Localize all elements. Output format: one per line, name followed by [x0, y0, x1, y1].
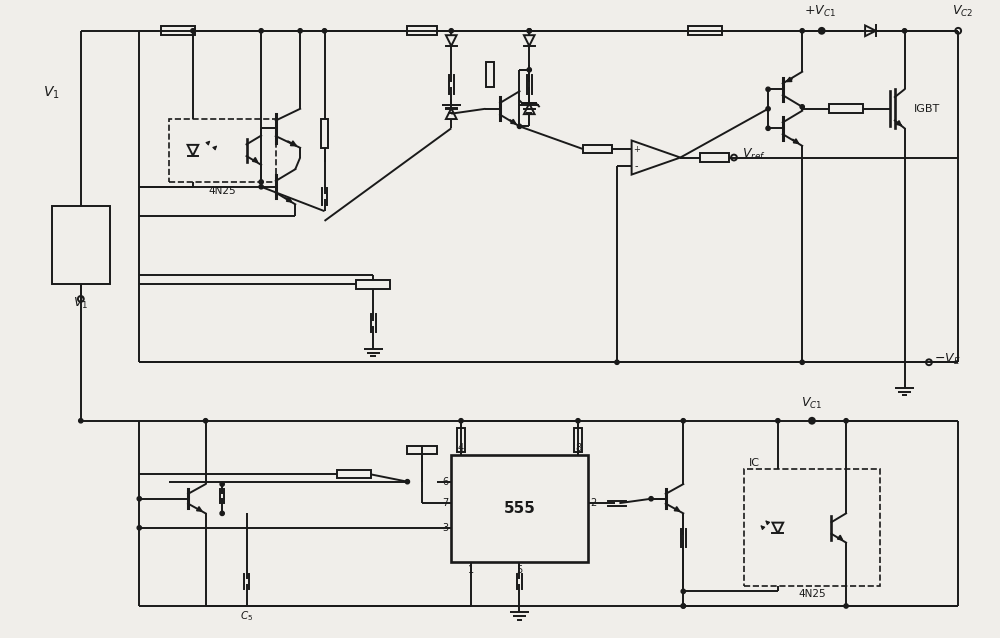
Circle shape [259, 184, 263, 189]
Bar [486, 63, 494, 87]
Text: -: - [635, 161, 638, 171]
Text: 8: 8 [575, 443, 581, 453]
Circle shape [810, 419, 814, 423]
Text: 7: 7 [442, 498, 448, 508]
Circle shape [766, 87, 770, 91]
Circle shape [137, 496, 141, 501]
Text: 6: 6 [442, 477, 448, 487]
Text: $V_{C1}$: $V_{C1}$ [801, 396, 823, 411]
Text: 3: 3 [442, 523, 448, 533]
Text: 2: 2 [591, 498, 597, 508]
Circle shape [681, 604, 685, 608]
Circle shape [527, 68, 531, 72]
Bar [700, 153, 729, 162]
Bar [457, 428, 465, 452]
Text: 1: 1 [468, 565, 474, 575]
Text: 4N25: 4N25 [798, 590, 826, 600]
Circle shape [137, 526, 141, 530]
Circle shape [902, 29, 907, 33]
Circle shape [776, 419, 780, 423]
Bar [161, 26, 195, 35]
Circle shape [681, 419, 685, 423]
Bar [356, 280, 390, 288]
Circle shape [449, 29, 453, 33]
Bar [321, 119, 328, 148]
Bar [688, 26, 722, 35]
Text: $+V_{C1}$: $+V_{C1}$ [804, 4, 836, 19]
Text: $V_1$: $V_1$ [43, 84, 60, 101]
Circle shape [459, 419, 463, 423]
Circle shape [820, 29, 824, 33]
Bar [407, 26, 437, 35]
Circle shape [220, 511, 224, 516]
Circle shape [298, 29, 302, 33]
Text: 4: 4 [458, 443, 464, 453]
Bar [337, 470, 371, 478]
Circle shape [844, 419, 848, 423]
Circle shape [259, 29, 263, 33]
Text: IC: IC [749, 457, 760, 468]
Circle shape [800, 105, 804, 109]
Circle shape [766, 107, 770, 111]
Text: 5: 5 [516, 565, 523, 575]
Text: 4N25: 4N25 [208, 186, 236, 196]
Bar [744, 470, 880, 586]
Circle shape [681, 604, 685, 608]
Bar [574, 428, 582, 452]
Circle shape [191, 29, 195, 33]
Bar [583, 145, 612, 153]
Bar [52, 206, 110, 285]
Text: $C_5$: $C_5$ [240, 609, 253, 623]
Circle shape [800, 360, 804, 364]
Circle shape [322, 29, 327, 33]
Circle shape [259, 180, 263, 184]
Text: $-V_E$: $-V_E$ [934, 352, 960, 367]
Circle shape [800, 29, 804, 33]
Circle shape [220, 482, 224, 486]
Bar [451, 455, 588, 562]
Circle shape [405, 480, 410, 484]
Circle shape [203, 419, 208, 423]
Bar [829, 105, 863, 113]
Circle shape [576, 419, 580, 423]
Text: 555: 555 [504, 501, 535, 516]
Circle shape [517, 124, 522, 128]
Text: +: + [633, 145, 640, 154]
Circle shape [79, 419, 83, 423]
Text: IGBT: IGBT [914, 104, 941, 114]
Text: $V_{ref}$: $V_{ref}$ [742, 147, 765, 162]
Circle shape [766, 126, 770, 130]
Bar [407, 446, 437, 454]
Circle shape [649, 496, 653, 501]
Circle shape [527, 29, 531, 33]
Circle shape [615, 360, 619, 364]
Circle shape [844, 604, 848, 608]
Circle shape [681, 590, 685, 593]
Bar [169, 119, 276, 182]
Text: $V_{C2}$: $V_{C2}$ [952, 4, 974, 19]
Circle shape [527, 29, 531, 33]
Text: $V_1$: $V_1$ [73, 296, 88, 311]
